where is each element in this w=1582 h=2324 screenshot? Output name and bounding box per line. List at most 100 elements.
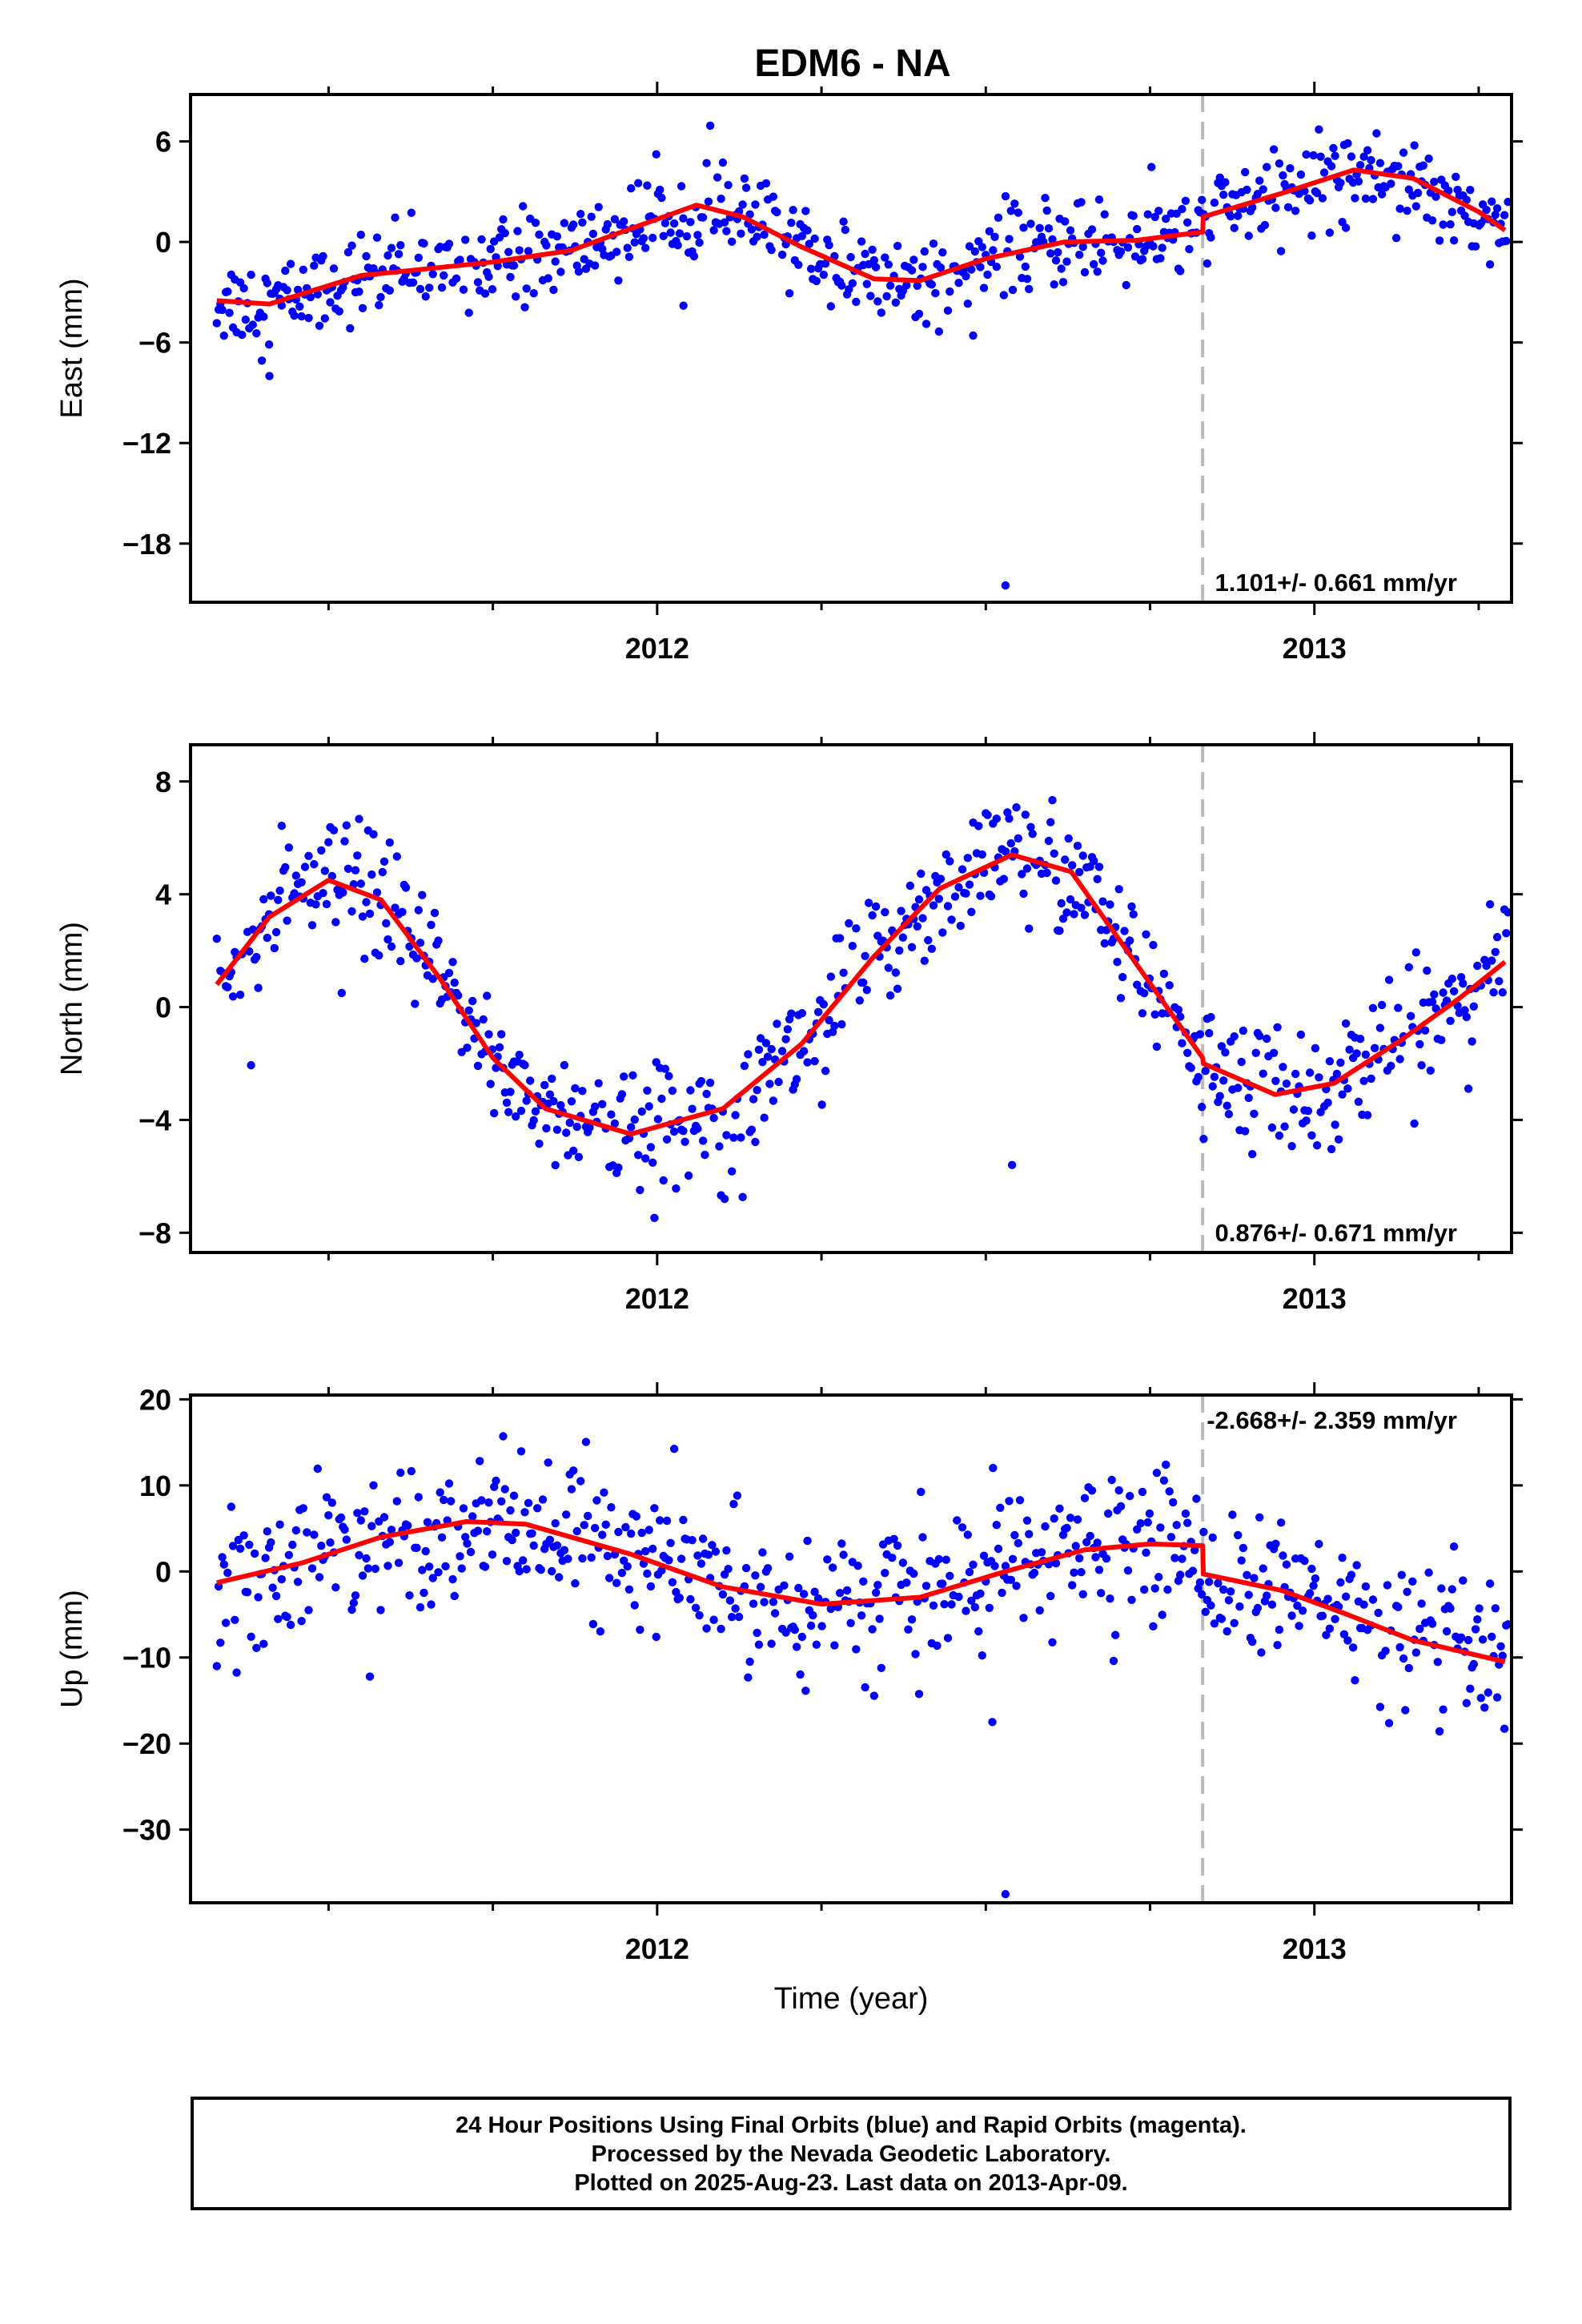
data-point	[873, 1581, 882, 1590]
y-tick-label: 8	[155, 766, 171, 798]
data-point	[383, 251, 392, 260]
data-point	[1201, 1607, 1210, 1617]
data-point	[888, 1554, 897, 1562]
data-point	[1030, 1568, 1039, 1578]
data-point	[868, 1625, 877, 1634]
data-point	[947, 1600, 956, 1609]
data-point	[965, 242, 974, 251]
data-point	[862, 279, 872, 288]
data-point	[398, 907, 407, 917]
data-point	[1021, 810, 1030, 819]
data-point	[881, 907, 889, 917]
data-point	[914, 309, 924, 319]
data-point	[1307, 231, 1316, 240]
data-point	[1133, 224, 1142, 234]
data-point	[938, 1579, 947, 1588]
data-point	[444, 239, 454, 248]
data-point	[893, 241, 902, 251]
data-point	[758, 1548, 767, 1557]
data-point	[1138, 1487, 1147, 1497]
data-point	[911, 1650, 920, 1659]
data-point	[969, 331, 978, 340]
data-point	[1058, 278, 1068, 287]
data-point	[1041, 1522, 1050, 1531]
data-point	[627, 1529, 636, 1538]
data-point	[895, 946, 904, 955]
data-point	[1331, 1120, 1339, 1129]
data-point	[448, 1574, 457, 1584]
data-point	[974, 1626, 983, 1636]
data-point	[529, 289, 538, 298]
data-point	[731, 1604, 740, 1613]
data-point	[624, 1585, 634, 1594]
data-point	[810, 234, 819, 243]
data-point	[1080, 267, 1090, 277]
data-point	[1473, 1615, 1482, 1624]
data-point	[1491, 1604, 1500, 1613]
x-tick-label: 2013	[1283, 1282, 1347, 1315]
y-tick-label: −6	[139, 327, 171, 360]
data-point	[938, 248, 947, 257]
data-point	[1387, 179, 1395, 188]
data-point	[907, 1615, 917, 1624]
data-point	[1012, 1582, 1021, 1590]
data-point	[601, 1520, 610, 1530]
data-point	[1395, 1642, 1404, 1652]
data-point	[881, 253, 889, 262]
data-point	[479, 1015, 488, 1024]
data-point	[1227, 1587, 1235, 1596]
data-point	[1259, 1069, 1267, 1078]
data-point	[1411, 948, 1421, 957]
data-point	[522, 1096, 531, 1105]
data-point	[497, 1497, 506, 1506]
data-point	[1055, 927, 1064, 935]
data-point	[555, 1573, 564, 1582]
data-point	[666, 1538, 675, 1548]
data-point	[825, 240, 833, 250]
data-point	[1025, 1530, 1034, 1538]
data-point	[1411, 1648, 1421, 1657]
data-point	[1066, 1514, 1075, 1522]
data-point	[1255, 176, 1264, 185]
data-point	[652, 150, 661, 159]
data-point	[252, 329, 261, 338]
data-point	[884, 963, 893, 972]
data-point	[756, 1034, 765, 1043]
data-point	[1327, 162, 1336, 171]
data-point	[659, 1176, 668, 1185]
data-point	[1234, 1530, 1243, 1540]
data-point	[574, 1152, 584, 1162]
data-point	[1118, 972, 1127, 982]
data-point	[1446, 220, 1455, 229]
data-point	[994, 213, 1003, 222]
data-point	[1384, 975, 1394, 984]
data-point	[484, 1498, 493, 1507]
data-point	[379, 857, 389, 866]
data-point	[1485, 900, 1495, 909]
data-point	[1491, 211, 1500, 219]
data-point	[839, 1550, 848, 1559]
data-point	[661, 1064, 670, 1073]
data-point	[1005, 1497, 1014, 1506]
data-point	[1113, 958, 1122, 967]
data-point	[275, 887, 284, 895]
data-point	[254, 983, 263, 992]
data-point	[1022, 864, 1032, 873]
data-point	[228, 992, 238, 1001]
data-point	[1143, 210, 1152, 219]
data-point	[1090, 259, 1098, 269]
data-point	[578, 1554, 587, 1563]
data-point	[1210, 1619, 1219, 1628]
data-point	[513, 227, 522, 235]
data-point	[1026, 219, 1035, 228]
data-point	[627, 1123, 636, 1132]
data-point	[1318, 194, 1327, 203]
data-point	[223, 983, 232, 992]
data-point	[1116, 247, 1126, 256]
data-point	[1341, 223, 1351, 232]
data-point	[825, 1015, 833, 1025]
data-point	[1500, 1724, 1509, 1733]
data-point	[724, 180, 733, 190]
data-point	[1338, 1554, 1347, 1562]
data-point	[499, 215, 508, 224]
